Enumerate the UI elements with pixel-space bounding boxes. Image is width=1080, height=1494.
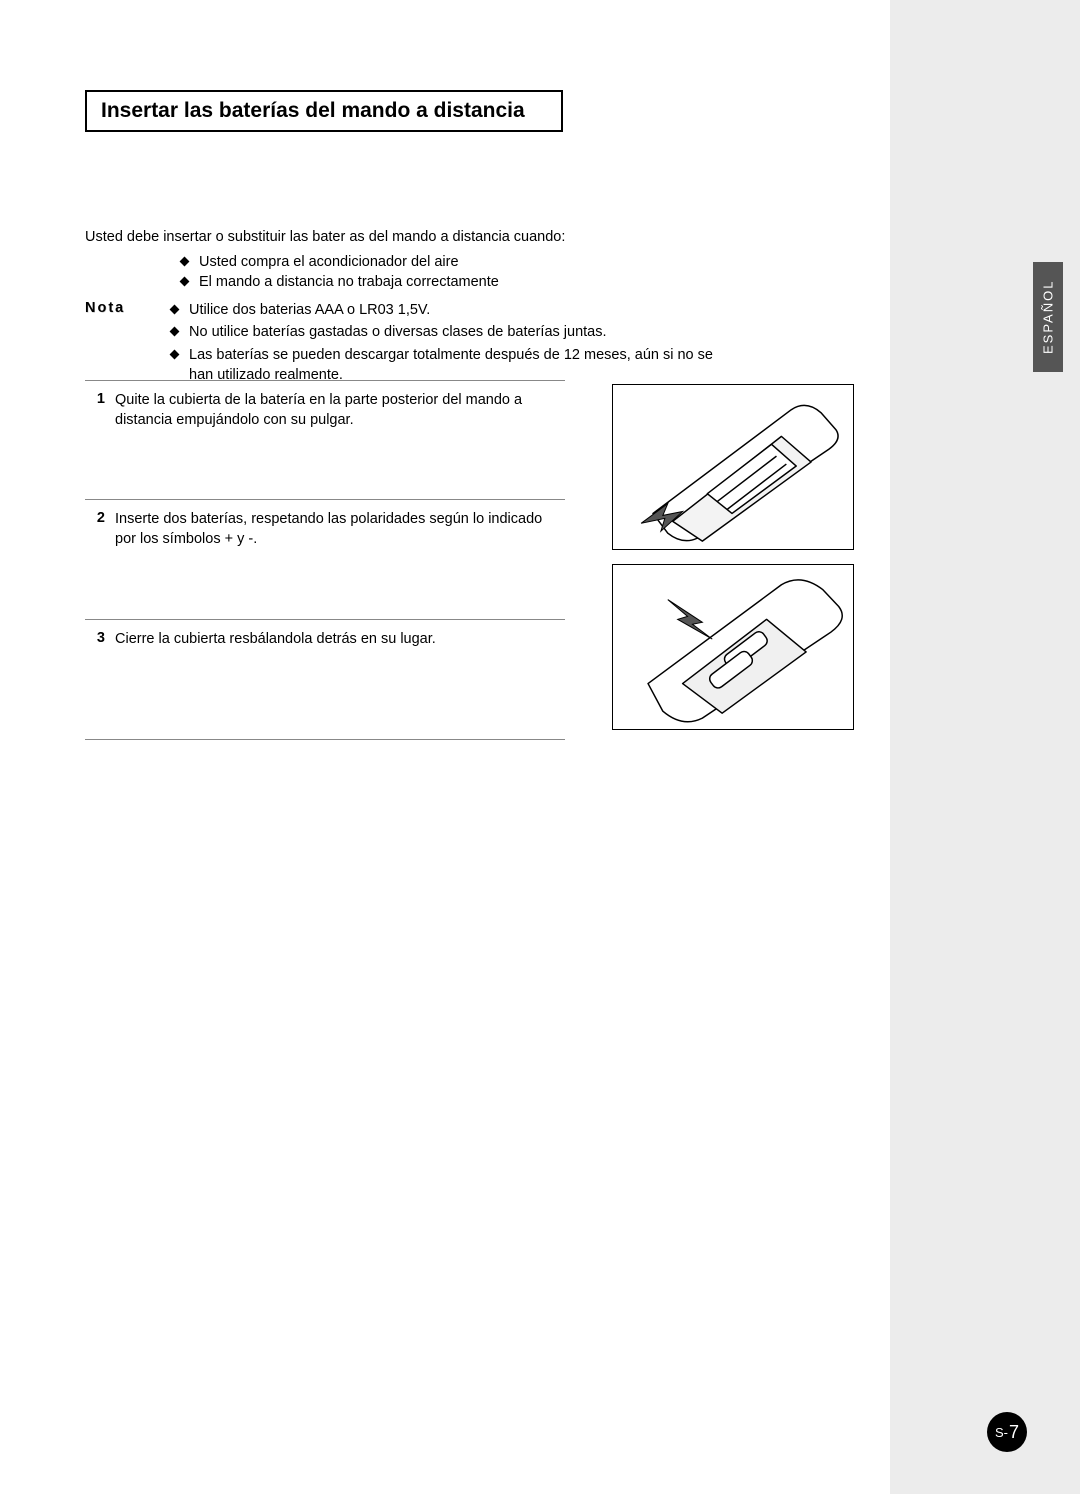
page-number-badge: S-7 bbox=[987, 1412, 1027, 1452]
page-prefix: S- bbox=[995, 1425, 1008, 1440]
note-text: Utilice dos baterias AAA o LR03 1,5V. No… bbox=[171, 300, 725, 387]
page-title-bar: Insertar las baterías del mando a distan… bbox=[85, 90, 563, 132]
language-tab: ESPAÑOL bbox=[1033, 262, 1063, 372]
step-text: Cierre la cubierta resbálandola detrás e… bbox=[109, 630, 565, 729]
step-number: 3 bbox=[85, 630, 109, 729]
page-number: 7 bbox=[1009, 1422, 1019, 1443]
note-item: No utilice baterías gastadas o diversas … bbox=[171, 322, 725, 342]
remote-illustration-2-icon bbox=[613, 565, 853, 729]
intro-bullets: Usted compra el acondicionador del aire … bbox=[181, 252, 725, 293]
step-row: 3 Cierre la cubierta resbálandola detrás… bbox=[85, 620, 565, 740]
intro-section: Usted debe insertar o substituir las bat… bbox=[85, 228, 725, 292]
step-number: 1 bbox=[85, 391, 109, 489]
intro-bullet: El mando a distancia no trabaja correcta… bbox=[181, 272, 725, 292]
step-row: 1 Quite la cubierta de la batería en la … bbox=[85, 380, 565, 500]
figure-insert-batteries bbox=[612, 564, 854, 730]
intro-bullet: Usted compra el acondicionador del aire bbox=[181, 252, 725, 272]
steps-list: 1 Quite la cubierta de la batería en la … bbox=[85, 380, 565, 740]
step-number: 2 bbox=[85, 510, 109, 609]
sidebar-band bbox=[890, 0, 1080, 1494]
language-tab-label: ESPAÑOL bbox=[1041, 280, 1056, 354]
step-text: Inserte dos baterías, respetando las pol… bbox=[109, 510, 565, 609]
step-row: 2 Inserte dos baterías, respetando las p… bbox=[85, 500, 565, 620]
note-item: Utilice dos baterias AAA o LR03 1,5V. bbox=[171, 300, 725, 320]
figure-remove-cover bbox=[612, 384, 854, 550]
note-label: Nota bbox=[85, 300, 171, 387]
remote-illustration-1-icon bbox=[613, 385, 853, 549]
arrow-insert-icon bbox=[668, 600, 712, 640]
page-title: Insertar las baterías del mando a distan… bbox=[101, 99, 547, 123]
step-text: Quite la cubierta de la batería en la pa… bbox=[109, 391, 565, 489]
intro-lead: Usted debe insertar o substituir las bat… bbox=[85, 228, 725, 248]
note-block: Nota Utilice dos baterias AAA o LR03 1,5… bbox=[85, 300, 725, 387]
